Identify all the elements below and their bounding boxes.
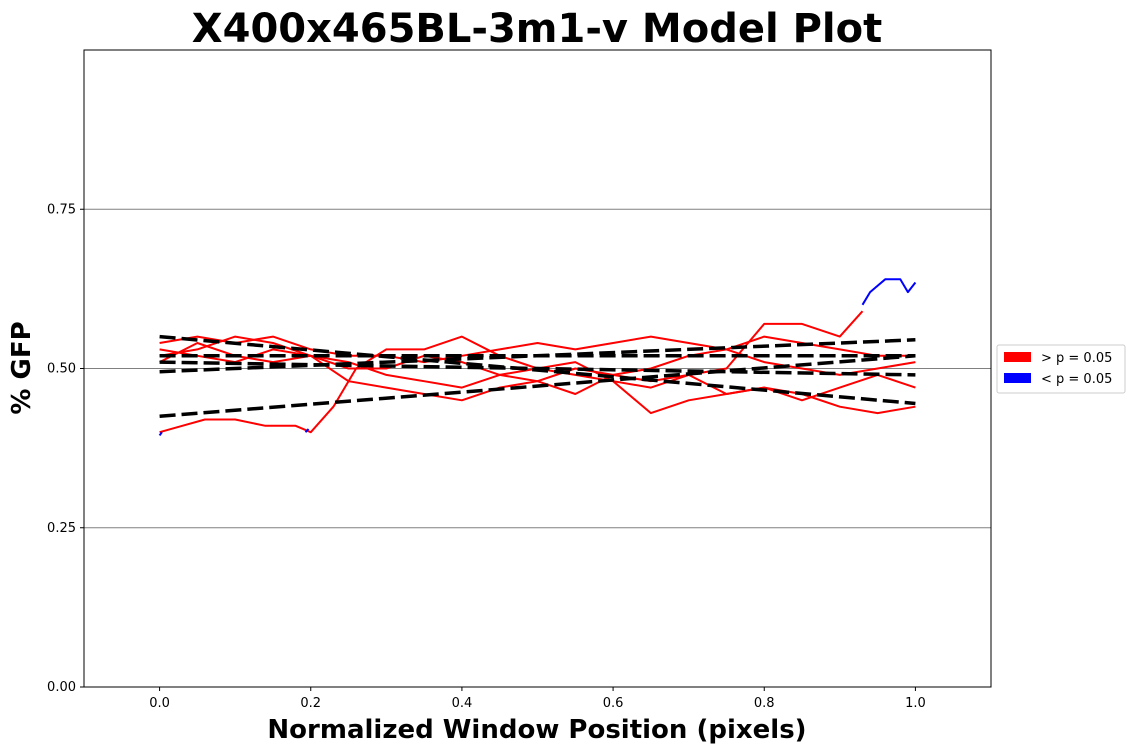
x-tick-label: 0.0 <box>149 696 170 711</box>
x-tick-label: 0.6 <box>603 696 624 711</box>
series-line <box>159 335 916 434</box>
x-tick-label: 1.0 <box>905 696 926 711</box>
chart-title: X400x465BL-3m1-v Model Plot <box>192 6 882 52</box>
y-tick-label: 0.50 <box>47 362 76 377</box>
y-tick-label: 0.75 <box>47 202 76 217</box>
series-line <box>158 431 163 436</box>
fit-line <box>159 360 916 377</box>
x-axis-title: Normalized Window Position (pixels) <box>267 715 806 745</box>
legend-label: < p = 0.05 <box>1041 372 1112 387</box>
x-tick-label: 0.4 <box>452 696 473 711</box>
x-axis-ticks: 0.0 0.2 0.4 0.6 0.8 1.0 <box>149 687 926 711</box>
series-line <box>304 428 310 433</box>
y-tick-label: 0.00 <box>47 680 76 695</box>
legend-swatch <box>1004 373 1031 383</box>
legend: > p = 0.05 < p = 0.05 <box>996 344 1126 394</box>
fit-lines <box>159 334 916 419</box>
legend-label: > p = 0.05 <box>1041 351 1112 366</box>
series-line <box>861 278 917 306</box>
y-tick-label: 0.25 <box>47 521 76 536</box>
legend-swatch <box>1004 352 1031 362</box>
series-line <box>159 335 916 364</box>
y-axis-ticks: 0.00 0.25 0.50 0.75 <box>47 202 84 695</box>
y-axis-title: % GFP <box>7 321 37 414</box>
x-tick-label: 0.8 <box>754 696 775 711</box>
fit-line <box>159 354 916 419</box>
x-tick-label: 0.2 <box>300 696 321 711</box>
series-line <box>159 310 864 389</box>
